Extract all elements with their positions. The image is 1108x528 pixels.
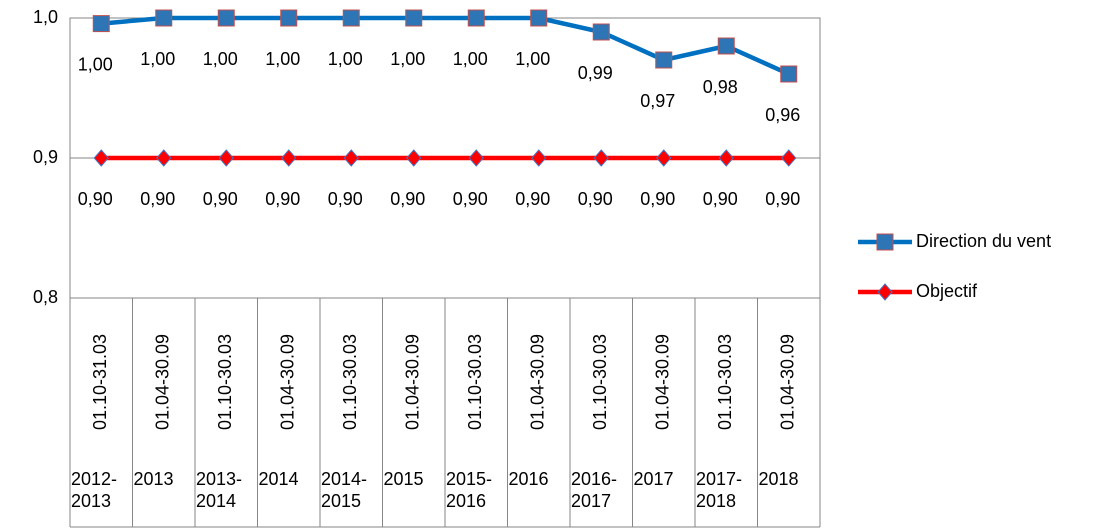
marker bbox=[530, 9, 548, 27]
x-group-label: 2012-2013 bbox=[71, 469, 118, 511]
data-label: 1,00 bbox=[390, 49, 425, 69]
x-group-label: 2016 bbox=[508, 469, 549, 489]
y-tick-label: 0,9 bbox=[33, 147, 58, 167]
data-label: 1,00 bbox=[453, 49, 488, 69]
x-group-cell: 2018 bbox=[758, 469, 799, 489]
data-label: 0,90 bbox=[265, 189, 300, 209]
x-group-cell: 2015 bbox=[383, 469, 424, 489]
marker bbox=[592, 23, 610, 41]
marker bbox=[156, 149, 172, 167]
x-group-cell: 2016 bbox=[508, 469, 549, 489]
y-tick-label: 1,0 bbox=[33, 7, 58, 27]
x-tick-label: 01.04-30.09 bbox=[153, 334, 173, 430]
x-group-label: 2013 bbox=[133, 469, 174, 489]
x-group-cell: 2012-2013 bbox=[71, 469, 118, 511]
data-label: 0,90 bbox=[140, 189, 175, 209]
legend-label: Direction du vent bbox=[916, 231, 1051, 251]
marker bbox=[531, 149, 547, 167]
x-group-cell: 2013-2014 bbox=[196, 469, 243, 511]
x-tick-label: 01.04-30.09 bbox=[778, 334, 798, 430]
x-tick-label: 01.10-30.03 bbox=[590, 334, 610, 430]
data-label: 0,98 bbox=[703, 77, 738, 97]
marker bbox=[93, 149, 109, 167]
x-group-cell: 2016-2017 bbox=[571, 469, 618, 511]
x-tick-label: 01.04-30.09 bbox=[653, 334, 673, 430]
marker bbox=[406, 149, 422, 167]
x-group-label: 2017 bbox=[633, 469, 674, 489]
marker bbox=[593, 149, 609, 167]
x-tick-label: 01.04-30.09 bbox=[528, 334, 548, 430]
data-label: 0,90 bbox=[765, 189, 800, 209]
marker bbox=[780, 65, 798, 83]
data-label: 0,90 bbox=[78, 189, 113, 209]
data-label: 0,90 bbox=[390, 189, 425, 209]
marker bbox=[217, 9, 235, 27]
x-tick-label: 01.10-30.03 bbox=[465, 334, 485, 430]
x-group-label: 2018 bbox=[758, 469, 799, 489]
data-label: 0,90 bbox=[453, 189, 488, 209]
x-group-label: 2015-2016 bbox=[446, 469, 493, 511]
marker bbox=[717, 37, 735, 55]
data-label: 0,97 bbox=[640, 91, 675, 111]
data-label: 0,90 bbox=[515, 189, 550, 209]
marker bbox=[281, 149, 297, 167]
series-line bbox=[101, 15, 790, 77]
x-group-cell: 2015-2016 bbox=[446, 469, 493, 511]
marker bbox=[718, 149, 734, 167]
marker bbox=[343, 149, 359, 167]
marker bbox=[342, 9, 360, 27]
x-group-label: 2015 bbox=[383, 469, 424, 489]
y-tick-label: 0,8 bbox=[33, 287, 58, 307]
marker bbox=[877, 283, 893, 301]
x-tick-label: 01.10-30.03 bbox=[340, 334, 360, 430]
x-group-cell: 2017 bbox=[633, 469, 674, 489]
marker bbox=[876, 233, 894, 251]
data-label: 1,00 bbox=[515, 49, 550, 69]
x-tick-label: 01.10-30.03 bbox=[715, 334, 735, 430]
x-tick-label: 01.10-30.03 bbox=[215, 334, 235, 430]
marker bbox=[155, 9, 173, 27]
x-group-cell: 2017-2018 bbox=[696, 469, 743, 511]
data-label: 0,90 bbox=[640, 189, 675, 209]
data-label: 1,00 bbox=[328, 49, 363, 69]
marker bbox=[655, 51, 673, 69]
x-group-cell: 2014 bbox=[258, 469, 299, 489]
data-label: 0,96 bbox=[765, 105, 800, 125]
data-label: 1,00 bbox=[203, 49, 238, 69]
marker bbox=[218, 149, 234, 167]
x-group-label: 2014 bbox=[258, 469, 299, 489]
marker bbox=[467, 9, 485, 27]
data-label: 0,90 bbox=[203, 189, 238, 209]
x-group-label: 2017-2018 bbox=[696, 469, 743, 511]
marker bbox=[656, 149, 672, 167]
marker bbox=[92, 15, 110, 33]
x-tick-label: 01.04-30.09 bbox=[278, 334, 298, 430]
x-group-cell: 2014-2015 bbox=[321, 469, 368, 511]
marker bbox=[280, 9, 298, 27]
data-label: 1,00 bbox=[265, 49, 300, 69]
x-group-label: 2014-2015 bbox=[321, 469, 368, 511]
x-tick-label: 01.10-31.03 bbox=[90, 334, 110, 430]
legend-label: Objectif bbox=[916, 281, 978, 301]
data-label: 1,00 bbox=[78, 54, 113, 74]
data-label: 0,90 bbox=[578, 189, 613, 209]
data-label: 1,00 bbox=[140, 49, 175, 69]
marker bbox=[781, 149, 797, 167]
x-group-label: 2013-2014 bbox=[196, 469, 243, 511]
x-group-label: 2016-2017 bbox=[571, 469, 618, 511]
x-tick-label: 01.04-30.09 bbox=[403, 334, 423, 430]
marker bbox=[468, 149, 484, 167]
data-label: 0,90 bbox=[328, 189, 363, 209]
data-label: 0,99 bbox=[578, 63, 613, 83]
x-group-cell: 2013 bbox=[133, 469, 174, 489]
marker bbox=[405, 9, 423, 27]
data-label: 0,90 bbox=[703, 189, 738, 209]
